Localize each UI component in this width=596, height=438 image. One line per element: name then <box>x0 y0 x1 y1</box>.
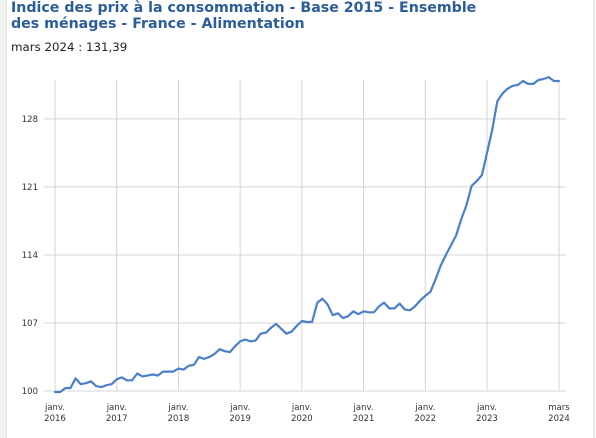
x-tick-label: 2023 <box>476 414 498 424</box>
y-tick-label: 107 <box>22 319 38 329</box>
y-tick-label: 121 <box>22 183 38 193</box>
y-tick-label: 114 <box>22 251 38 261</box>
x-tick-label: 2022 <box>414 414 436 424</box>
x-tick-label: 2021 <box>353 414 375 424</box>
x-tick-label: 2020 <box>291 414 313 424</box>
x-tick-label: janv. <box>476 403 497 413</box>
x-tick-label: janv. <box>229 403 250 413</box>
x-tick-label: janv. <box>353 403 374 413</box>
chart-card <box>6 0 594 438</box>
x-tick-label: janv. <box>414 403 435 413</box>
x-tick-label: 2018 <box>168 414 190 424</box>
y-tick-label: 100 <box>22 387 38 397</box>
x-tick-label: mars <box>548 403 570 413</box>
latest-value-label: mars 2024 : 131,39 <box>11 40 128 54</box>
y-tick-label: 128 <box>22 115 38 125</box>
x-tick-label: 2024 <box>548 414 570 424</box>
series-line <box>53 75 561 394</box>
x-tick-label: janv. <box>44 403 65 413</box>
x-tick-label: 2016 <box>44 414 66 424</box>
x-tick-label: janv. <box>291 403 312 413</box>
x-tick-label: janv. <box>106 403 127 413</box>
x-tick-label: 2017 <box>106 414 128 424</box>
chart-title: Indice des prix à la consommation - Base… <box>11 0 477 32</box>
x-tick-label: janv. <box>167 403 188 413</box>
x-tick-label: 2019 <box>229 414 251 424</box>
